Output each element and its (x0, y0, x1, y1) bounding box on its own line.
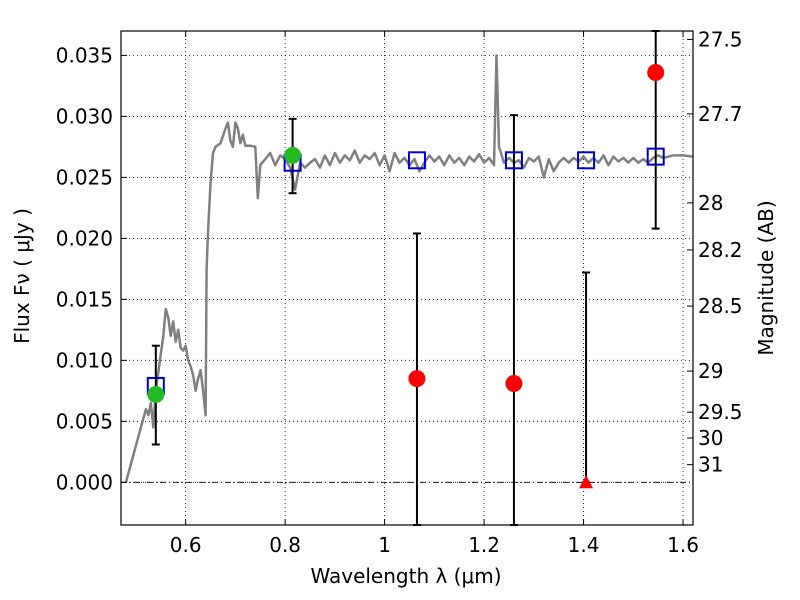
y-tick-label: 0.020 (56, 226, 113, 250)
error-bars (151, 30, 660, 526)
y-tick-label: 0.010 (56, 348, 113, 372)
y2-tick-label: 27.7 (698, 102, 743, 126)
data-markers (146, 63, 665, 489)
model-photometry-square (407, 151, 426, 170)
model-photometry-square (577, 151, 596, 170)
y2-tick-label: 31 (698, 453, 723, 477)
y2-tick-label: 27.5 (698, 27, 743, 51)
y-tick-label: 0.005 (56, 409, 113, 433)
plot-frame (120, 30, 694, 526)
y2-tick-label: 28.2 (698, 238, 743, 262)
y2-tick-label: 30 (698, 426, 723, 450)
y-tick-label: 0.015 (56, 287, 113, 311)
model-photometry-square (646, 147, 665, 166)
y2-tick-label: 29.5 (698, 400, 743, 424)
y-tick-label: 0.035 (56, 43, 113, 67)
upper-limit-point (505, 375, 523, 393)
y-axis-title: Flux Fν ( μJy ) (10, 208, 34, 344)
x-tick-label: 1.2 (468, 533, 500, 557)
y-axis-ticks: 0.000 0.005 0.010 0.015 0.020 0.025 0.030 0.035 (56, 43, 127, 494)
data-series (124, 54, 694, 483)
y-tick-label: 0.000 (56, 470, 113, 494)
y2-axis-title: Magnitude (AB) (754, 200, 778, 355)
negative-flux-triangle (579, 475, 594, 489)
y2-tick-label: 28 (698, 191, 723, 215)
y-tick-label: 0.025 (56, 165, 113, 189)
x-tick-label: 1.6 (667, 533, 699, 557)
y-tick-label: 0.030 (56, 104, 113, 128)
model-photometry-square (504, 151, 523, 170)
grid-lines (121, 31, 693, 525)
detection-point (284, 146, 302, 164)
x-tick-label: 0.8 (269, 533, 301, 557)
model-sed-line (124, 54, 694, 483)
x-tick-label: 1.4 (568, 533, 600, 557)
y2-axis-ticks: 27.5 27.7 28 28.2 28.5 29 29.530 31 (687, 27, 743, 477)
x-axis-title: Wavelength λ (μm) (310, 564, 501, 588)
y2-tick-label: 28.5 (698, 294, 743, 318)
x-tick-label: 1 (378, 533, 391, 557)
upper-limit-point (408, 370, 426, 388)
detection-point (147, 385, 165, 403)
x-axis-ticks: 0.6 0.8 1 1.2 1.4 1.6 (170, 31, 699, 557)
upper-limit-point (647, 63, 665, 81)
x-tick-label: 0.6 (170, 533, 202, 557)
y2-tick-label: 29 (698, 359, 723, 383)
